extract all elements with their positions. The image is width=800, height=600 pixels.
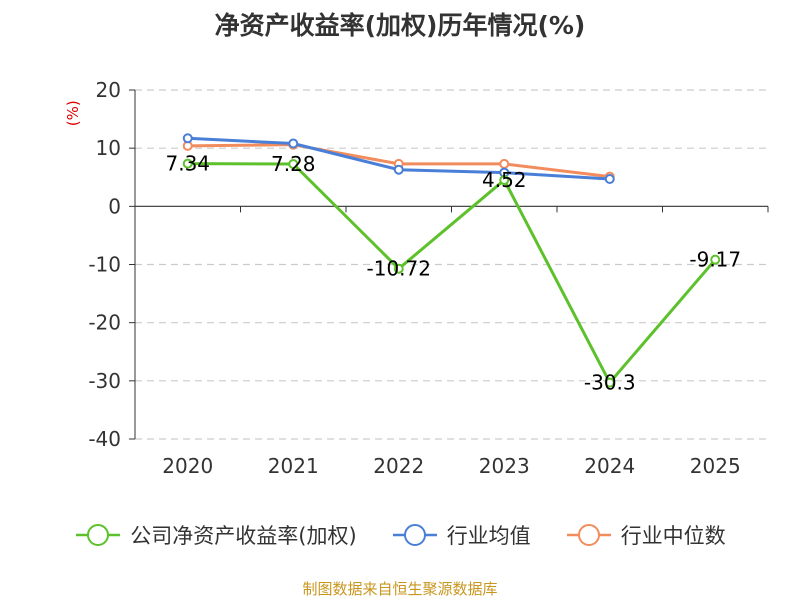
legend-swatch-2 xyxy=(566,524,611,546)
legend-item-0[interactable]: 公司净资产收益率(加权) xyxy=(74,520,357,550)
grid-layer xyxy=(135,89,768,440)
source-note: 制图数据来自恒生聚源数据库 xyxy=(302,580,498,598)
series-0-point-0 xyxy=(182,158,193,169)
legend-swatch-marker-0 xyxy=(87,524,110,546)
legend-swatch-0 xyxy=(76,524,121,546)
series-line-0 xyxy=(187,162,717,385)
y-axis-unit-label: (%) xyxy=(64,100,82,126)
legend-item-1[interactable]: 行业均值 xyxy=(391,520,531,550)
series-0-point-4 xyxy=(604,377,615,388)
series-0-point-5 xyxy=(710,254,721,265)
x-tick-label-1: 2021 xyxy=(268,454,319,478)
legend-label-2: 行业中位数 xyxy=(620,524,726,548)
y-tick-label-3: -10 xyxy=(88,253,121,277)
series-2-point-3 xyxy=(499,158,510,169)
y-tick-label-0: 20 xyxy=(96,78,121,102)
x-tick-label-5: 2025 xyxy=(690,454,741,478)
series-0-point-3 xyxy=(499,175,510,186)
series-1-point-2 xyxy=(393,164,404,175)
series-1-point-4 xyxy=(604,173,615,184)
series-0-point-1 xyxy=(288,158,299,169)
data-label-5: -9.17 xyxy=(689,248,741,272)
axis-layer: 20 10 0 -10 -20 -30 -40 2020 2021 2022 2023 2024 202… xyxy=(64,78,769,478)
data-label-2: -10.72 xyxy=(367,257,431,281)
label-layer: 7.34 7.28 -10.72 4.52 -30.3 -9.17 xyxy=(165,152,741,395)
series-1-point-0 xyxy=(182,133,193,144)
x-tick-label-0: 2020 xyxy=(162,454,213,478)
legend: 公司净资产收益率(加权) 行业均值 行业中位数 xyxy=(0,520,800,550)
x-tick-label-3: 2023 xyxy=(479,454,530,478)
legend-item-2[interactable]: 行业中位数 xyxy=(565,520,726,550)
data-label-1: 7.28 xyxy=(271,152,316,176)
y-tick-label-5: -30 xyxy=(88,369,121,393)
legend-label-1: 行业均值 xyxy=(446,524,531,548)
data-label-3: 4.52 xyxy=(482,168,527,192)
y-tick-label-1: 10 xyxy=(96,136,121,160)
legend-swatch-marker-2 xyxy=(577,524,600,546)
y-tick-label-6: -40 xyxy=(88,427,121,451)
y-tick-label-4: -20 xyxy=(88,311,121,335)
series-layer xyxy=(182,133,721,388)
legend-label-0: 公司净资产收益率(加权) xyxy=(130,524,357,548)
series-1-point-1 xyxy=(288,138,299,149)
legend-swatch-marker-1 xyxy=(403,524,426,546)
chart-title: 净资产收益率(加权)历年情况(%) xyxy=(214,11,586,40)
y-tick-label-2: 0 xyxy=(108,194,121,218)
x-tick-label-2: 2022 xyxy=(373,454,424,478)
x-tick-label-4: 2024 xyxy=(584,454,635,478)
legend-swatch-1 xyxy=(392,524,437,546)
data-label-0: 7.34 xyxy=(165,152,210,176)
series-0-point-2 xyxy=(393,263,404,274)
data-label-4: -30.3 xyxy=(584,371,636,395)
